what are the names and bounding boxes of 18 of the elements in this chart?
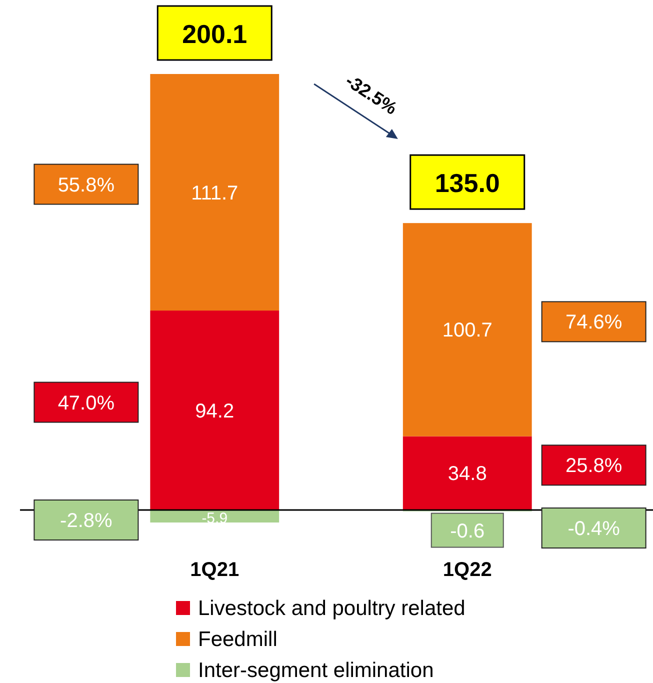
data-label: 34.8 bbox=[448, 463, 487, 486]
annotation: 74.6% bbox=[565, 312, 622, 334]
annotation: 25.8% bbox=[565, 455, 622, 478]
data-label: -0.6 bbox=[450, 520, 485, 542]
legend-label: Inter-segment elimination bbox=[198, 659, 434, 682]
data-label: 100.7 bbox=[442, 320, 492, 342]
annotation: -2.8% bbox=[60, 510, 113, 532]
total-label: 200.1 bbox=[182, 19, 248, 49]
x-tick-label: 1Q22 bbox=[442, 559, 492, 581]
data-label: 94.2 bbox=[195, 400, 234, 422]
legend-label: Feedmill bbox=[198, 628, 278, 651]
total-label: 135.0 bbox=[434, 168, 500, 198]
annotation: -0.4% bbox=[568, 518, 620, 540]
annotation: 55.8% bbox=[58, 174, 115, 196]
x-tick-label: 1Q21 bbox=[190, 559, 240, 581]
data-label: 111.7 bbox=[191, 182, 238, 204]
annotation: 47.0% bbox=[58, 392, 115, 414]
legend-label: Livestock and poultry related bbox=[198, 597, 466, 620]
